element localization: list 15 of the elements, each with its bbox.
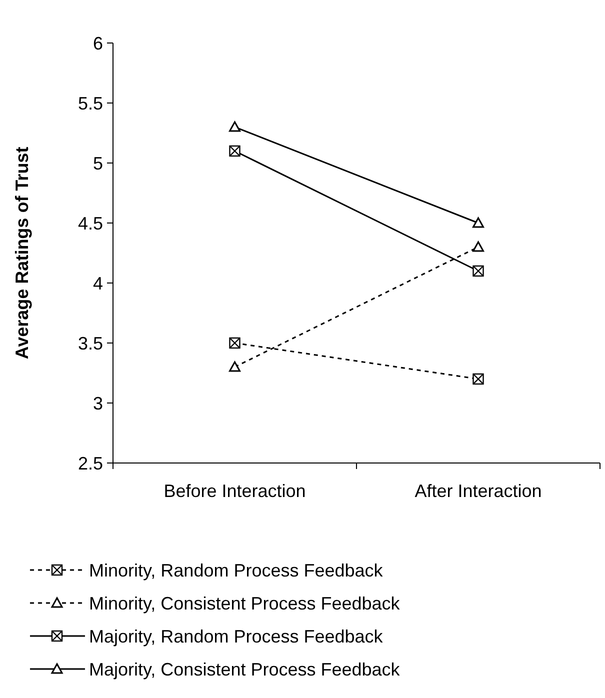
y-tick-label: 3.5 <box>78 333 103 354</box>
legend-label: Minority, Random Process Feedback <box>89 560 384 580</box>
legend-label: Majority, Consistent Process Feedback <box>89 659 401 680</box>
y-axis-title: Average Ratings of Trust <box>12 146 32 360</box>
y-tick-label: 4.5 <box>78 213 103 234</box>
x-tick-label: Before Interaction <box>164 481 306 501</box>
y-tick-label: 3 <box>92 393 103 414</box>
y-tick-label: 5 <box>92 153 103 174</box>
y-tick-label: 5.5 <box>78 93 103 114</box>
y-tick-label: 6 <box>92 33 103 54</box>
legend-label: Minority, Consistent Process Feedback <box>89 593 401 614</box>
x-tick-label: After Interaction <box>414 481 542 501</box>
y-tick-label: 2.5 <box>78 453 103 474</box>
y-tick-label: 4 <box>92 273 103 294</box>
legend-label: Majority, Random Process Feedback <box>89 626 384 646</box>
